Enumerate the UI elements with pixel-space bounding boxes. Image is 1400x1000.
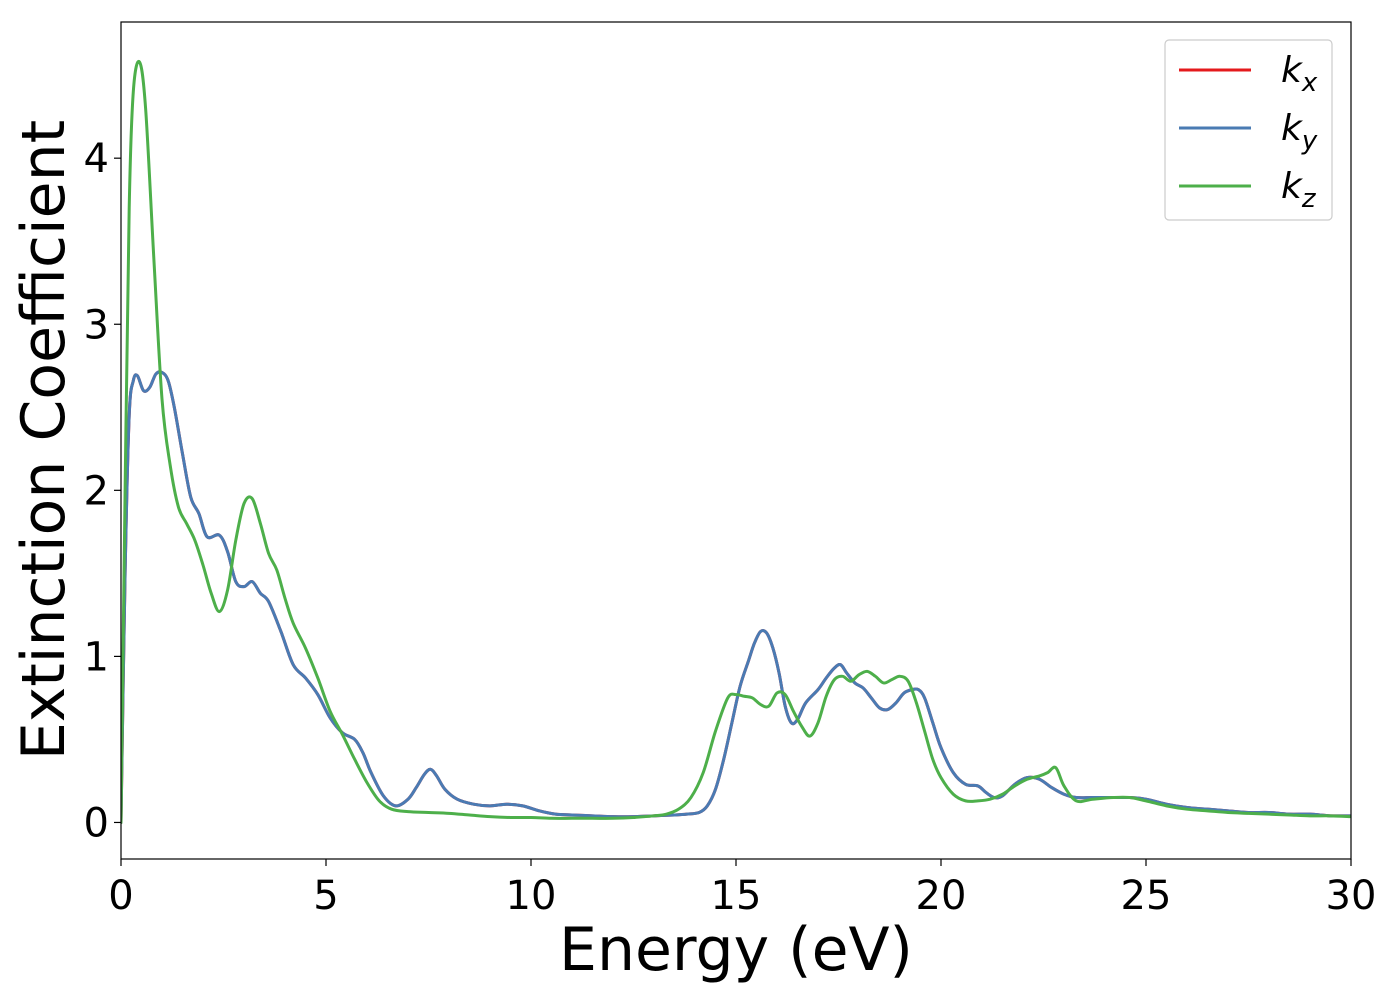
legend: kx ky kz — [1164, 39, 1333, 221]
x-tick-label: 15 — [711, 873, 762, 919]
y-tick-label: 1 — [84, 634, 109, 680]
x-tick-label: 30 — [1326, 873, 1377, 919]
y-tick-label: 3 — [84, 302, 109, 348]
series-layer — [121, 59, 1351, 824]
legend-label-k-y: ky — [1281, 108, 1318, 156]
x-tick-label: 5 — [313, 873, 338, 919]
y-axis: 0 1 2 3 4 — [84, 136, 121, 846]
x-tick-label: 0 — [108, 873, 133, 919]
y-tick-label: 4 — [84, 136, 109, 182]
legend-label-k-x: kx — [1281, 50, 1318, 98]
y-tick-label: 0 — [84, 800, 109, 846]
legend-label-k-z: kz — [1281, 166, 1317, 214]
x-axis-title: Energy (eV) — [559, 915, 913, 985]
x-tick-label: 25 — [1121, 873, 1172, 919]
x-tick-label: 10 — [506, 873, 557, 919]
legend-box — [1164, 39, 1333, 221]
y-axis-title: Extinction Coefficient — [9, 120, 79, 760]
y-tick-label: 2 — [84, 468, 109, 514]
x-axis: 0 5 10 15 20 25 30 — [108, 859, 1376, 919]
series-line-k-z — [121, 59, 1351, 824]
series-line-k-y — [121, 370, 1351, 824]
x-tick-label: 20 — [916, 873, 967, 919]
